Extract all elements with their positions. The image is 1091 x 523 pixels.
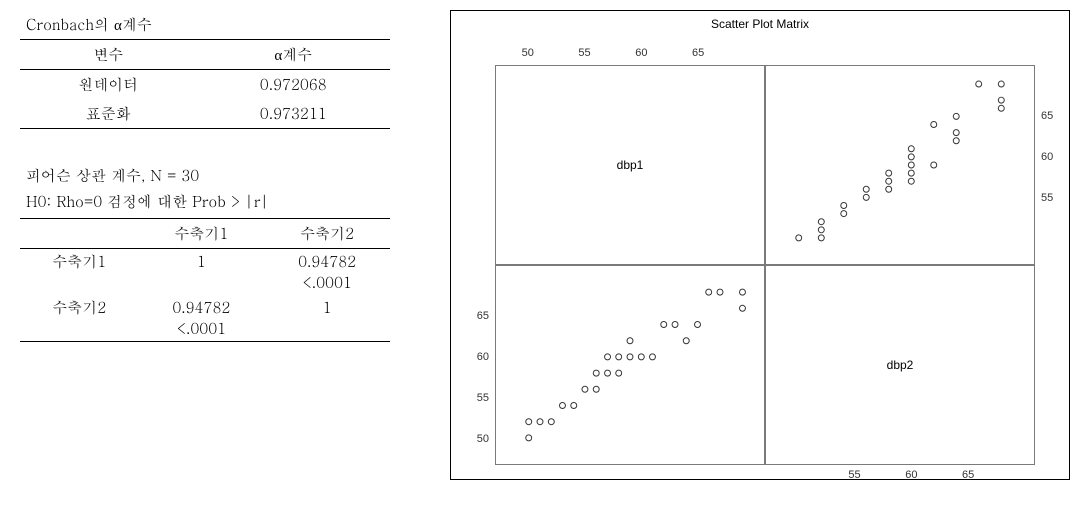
- cronbach-title: Cronbach의 α계수: [20, 10, 390, 40]
- pearson-cell: 1: [138, 249, 264, 296]
- axis-tick: 50: [522, 47, 534, 59]
- pearson-row-label: 수축기2: [20, 295, 138, 342]
- pearson-line1: 피어슨 상관 계수, N = 30: [26, 163, 384, 189]
- scatter-points: [766, 66, 1034, 264]
- panel-var-label: dbp1: [617, 158, 644, 172]
- scatter-inner: dbp1dbp25055606550556065556065556065: [455, 35, 1055, 475]
- pearson-cell: 0.94782<.0001: [264, 249, 390, 296]
- scatter-frame: Scatter Plot Matrix dbp1 dbp2 50 55 60 65 50 55…: [450, 10, 1070, 480]
- pearson-header: 피어슨 상관 계수, N = 30 H0: Rho=0 검정에 대한 Prob …: [20, 159, 390, 218]
- axis-tick: 60: [635, 47, 647, 59]
- cron-row-value: 0.973211: [196, 99, 390, 129]
- pearson-cell: 0.94782<.0001: [138, 295, 264, 342]
- scatter-panel: dbp1: [495, 65, 765, 265]
- cronbach-title-prefix: Cronbach의: [26, 14, 114, 35]
- scatter-matrix: Scatter Plot Matrix dbp1 dbp2 50 55 60 65 50 55…: [450, 10, 1070, 480]
- cron-row-label: 표준화: [20, 99, 196, 129]
- scatter-panel: [765, 65, 1035, 265]
- axis-tick: 50: [477, 433, 489, 445]
- axis-tick: 55: [578, 47, 590, 59]
- alpha-glyph: α: [114, 18, 122, 34]
- axis-tick: 60: [477, 351, 489, 363]
- cronbach-title-suffix: 계수: [122, 14, 152, 35]
- scatter-points: [496, 266, 764, 464]
- axis-tick: 60: [905, 469, 917, 481]
- axis-tick: 55: [1041, 192, 1053, 204]
- scatter-panel: [495, 265, 765, 465]
- col-var: 변수: [20, 40, 196, 70]
- col-alpha: α계수: [196, 40, 390, 70]
- pearson-col: 수축기2: [264, 219, 390, 249]
- axis-tick: 55: [848, 469, 860, 481]
- axis-tick: 65: [477, 310, 489, 322]
- pearson-row-label: 수축기1: [20, 249, 138, 296]
- stats-tables: Cronbach의 α계수 변수 α계수 원데이터0.972068표준화0.97…: [20, 10, 390, 480]
- axis-tick: 60: [1041, 151, 1053, 163]
- panel-var-label: dbp2: [887, 358, 914, 372]
- pearson-col: [20, 219, 138, 249]
- cronbach-table: 변수 α계수 원데이터0.972068표준화0.973211: [20, 40, 390, 129]
- axis-tick: 65: [1041, 110, 1053, 122]
- pearson-col: 수축기1: [138, 219, 264, 249]
- pearson-table: 수축기1수축기2 수축기110.94782<.0001수축기20.94782<.…: [20, 218, 390, 342]
- cron-row-value: 0.972068: [196, 70, 390, 100]
- scatter-title: Scatter Plot Matrix: [455, 15, 1065, 35]
- cron-row-label: 원데이터: [20, 70, 196, 100]
- scatter-panel: dbp2: [765, 265, 1035, 465]
- pearson-line2: H0: Rho=0 검정에 대한 Prob > |r|: [26, 189, 384, 215]
- pearson-cell: 1: [264, 295, 390, 342]
- axis-tick: 65: [962, 469, 974, 481]
- axis-tick: 65: [692, 47, 704, 59]
- axis-tick: 55: [477, 392, 489, 404]
